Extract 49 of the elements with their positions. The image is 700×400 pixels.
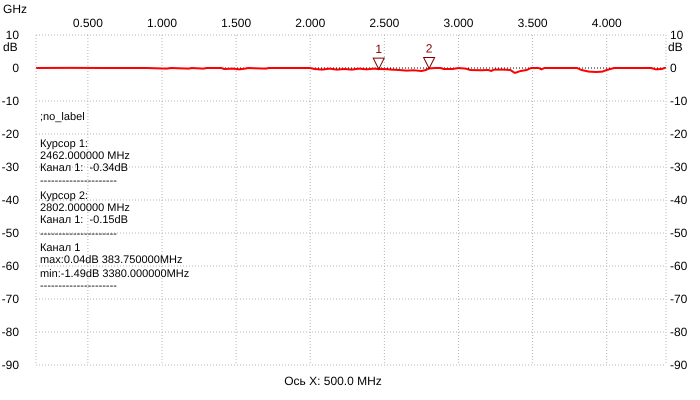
annotation: ;no_label	[40, 110, 85, 123]
y-axis-title: dB	[3, 40, 18, 54]
x-tick-label: 0.500	[72, 16, 104, 30]
annotation: 2802.000000 MHz	[40, 202, 130, 214]
y2-tick-label: -20	[670, 127, 688, 142]
y-tick-label: 10	[6, 28, 20, 42]
y2-tick-label: -30	[670, 160, 688, 174]
y-tick-label: -90	[2, 358, 20, 372]
y-tick-label: -60	[2, 259, 20, 274]
annotation: max:0.04dB 383.750000MHz	[40, 254, 182, 266]
annotation: 1	[375, 42, 382, 56]
x-tick-label: 3.000	[443, 16, 474, 30]
y2-tick-label: -70	[670, 292, 688, 306]
y-tick-label: -10	[2, 94, 20, 108]
x-tick-label: 2.000	[295, 16, 326, 30]
y2-tick-label: 10	[670, 28, 684, 42]
y2-tick-label: -50	[670, 226, 688, 240]
y2-tick-label: -80	[670, 325, 688, 340]
y-tick-label: -20	[2, 127, 20, 142]
y2-tick-label: -10	[670, 94, 688, 108]
y-tick-label: -70	[2, 292, 20, 306]
y2-axis-title: dB	[668, 40, 683, 54]
annotation: 2462.000000 MHz	[40, 150, 130, 162]
y-tick-label: -80	[2, 325, 20, 340]
annotation: min:-1.49dB 3380.000000MHz	[40, 268, 190, 280]
x-tick-label: 1.000	[146, 16, 178, 30]
annotation: 2	[426, 41, 433, 56]
annotation: Канал 1	[40, 242, 80, 254]
y2-tick-label: -40	[670, 193, 688, 208]
annotation: ---------------------	[40, 280, 118, 292]
y-tick-label: -50	[2, 226, 20, 240]
y-tick-label: -40	[2, 193, 20, 208]
text: Ось X: 500.0 MHz	[284, 374, 382, 388]
x-tick-label: 1.500	[221, 16, 252, 30]
x-tick-label: 4.000	[592, 16, 622, 30]
annotation: Канал 1: -0.15dB	[40, 214, 128, 226]
y2-tick-label: -60	[670, 259, 688, 274]
x-tick-label: 2.500	[369, 16, 400, 30]
x-tick-label: 3.500	[518, 16, 548, 30]
x-axis-title: GHz	[3, 2, 27, 16]
annotation: Курсор 1:	[40, 138, 88, 150]
y-tick-label: -30	[2, 160, 20, 174]
y2-tick-label: 0	[670, 61, 677, 76]
annotation: ---------------------	[40, 228, 118, 240]
annotation: Канал 1: -0.34dB	[40, 162, 128, 174]
y2-tick-label: -90	[670, 358, 688, 372]
annotation: Курсор 2:	[40, 190, 88, 202]
y-tick-label: 0	[12, 61, 20, 76]
annotation: ---------------------	[40, 174, 118, 187]
